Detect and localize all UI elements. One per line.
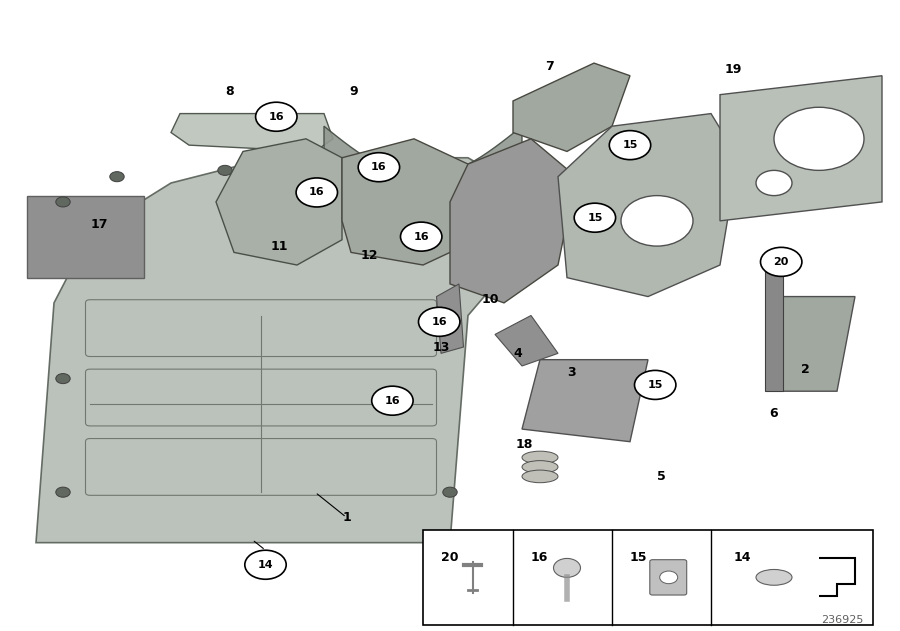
Circle shape: [372, 386, 413, 415]
Polygon shape: [450, 139, 576, 303]
Circle shape: [621, 196, 693, 246]
Text: 4: 4: [513, 347, 522, 360]
Polygon shape: [513, 63, 630, 151]
Circle shape: [56, 197, 70, 207]
Polygon shape: [522, 360, 648, 442]
Text: 9: 9: [349, 85, 358, 98]
Text: 18: 18: [516, 439, 534, 451]
Polygon shape: [720, 76, 882, 221]
Text: 15: 15: [630, 551, 647, 564]
Text: 16: 16: [268, 112, 284, 122]
Text: 16: 16: [413, 232, 429, 242]
Text: 19: 19: [724, 63, 742, 76]
Circle shape: [660, 571, 678, 584]
Text: 12: 12: [360, 249, 378, 262]
Circle shape: [443, 310, 457, 321]
Text: 7: 7: [544, 60, 554, 73]
Text: 16: 16: [371, 162, 387, 172]
Text: 16: 16: [431, 317, 447, 327]
Text: 6: 6: [770, 407, 778, 420]
Circle shape: [110, 172, 124, 182]
Circle shape: [296, 178, 338, 207]
Polygon shape: [36, 158, 522, 543]
Text: 13: 13: [432, 341, 450, 353]
Circle shape: [358, 153, 400, 182]
Text: 2: 2: [801, 363, 810, 375]
Circle shape: [574, 203, 616, 232]
Circle shape: [56, 374, 70, 384]
Text: 11: 11: [270, 240, 288, 252]
Circle shape: [443, 487, 457, 497]
Text: 3: 3: [567, 366, 576, 379]
Text: 10: 10: [482, 293, 500, 306]
Text: 1: 1: [342, 511, 351, 524]
Text: 236925: 236925: [822, 615, 864, 625]
Text: 16: 16: [384, 396, 400, 406]
Text: 20: 20: [441, 551, 458, 564]
Circle shape: [400, 222, 442, 251]
Circle shape: [760, 247, 802, 276]
Ellipse shape: [522, 451, 558, 464]
Text: 15: 15: [647, 380, 663, 390]
Text: 8: 8: [225, 85, 234, 98]
Polygon shape: [171, 114, 333, 151]
Circle shape: [774, 107, 864, 170]
Ellipse shape: [756, 569, 792, 586]
Circle shape: [353, 165, 367, 175]
Text: 16: 16: [309, 187, 325, 198]
Circle shape: [56, 487, 70, 497]
Circle shape: [418, 307, 460, 336]
FancyBboxPatch shape: [27, 196, 144, 278]
Circle shape: [218, 165, 232, 175]
Text: 14: 14: [734, 551, 751, 564]
Polygon shape: [558, 114, 738, 297]
Polygon shape: [495, 316, 558, 366]
FancyBboxPatch shape: [650, 560, 687, 595]
Circle shape: [256, 102, 297, 131]
Text: 15: 15: [587, 213, 603, 223]
Polygon shape: [436, 284, 464, 353]
Circle shape: [443, 184, 457, 194]
Circle shape: [609, 131, 651, 160]
Text: 17: 17: [90, 218, 108, 230]
Text: 14: 14: [257, 560, 274, 570]
FancyBboxPatch shape: [423, 530, 873, 625]
Text: 15: 15: [622, 140, 638, 150]
Polygon shape: [765, 265, 783, 391]
Ellipse shape: [522, 461, 558, 473]
Polygon shape: [342, 139, 477, 265]
Text: 20: 20: [773, 257, 789, 267]
Ellipse shape: [522, 470, 558, 483]
Text: 5: 5: [657, 470, 666, 483]
Circle shape: [245, 550, 286, 579]
Text: 16: 16: [531, 551, 548, 564]
Polygon shape: [324, 126, 522, 202]
Polygon shape: [774, 297, 855, 391]
Polygon shape: [216, 139, 342, 265]
Circle shape: [756, 170, 792, 196]
Ellipse shape: [554, 558, 580, 577]
Circle shape: [634, 370, 676, 399]
